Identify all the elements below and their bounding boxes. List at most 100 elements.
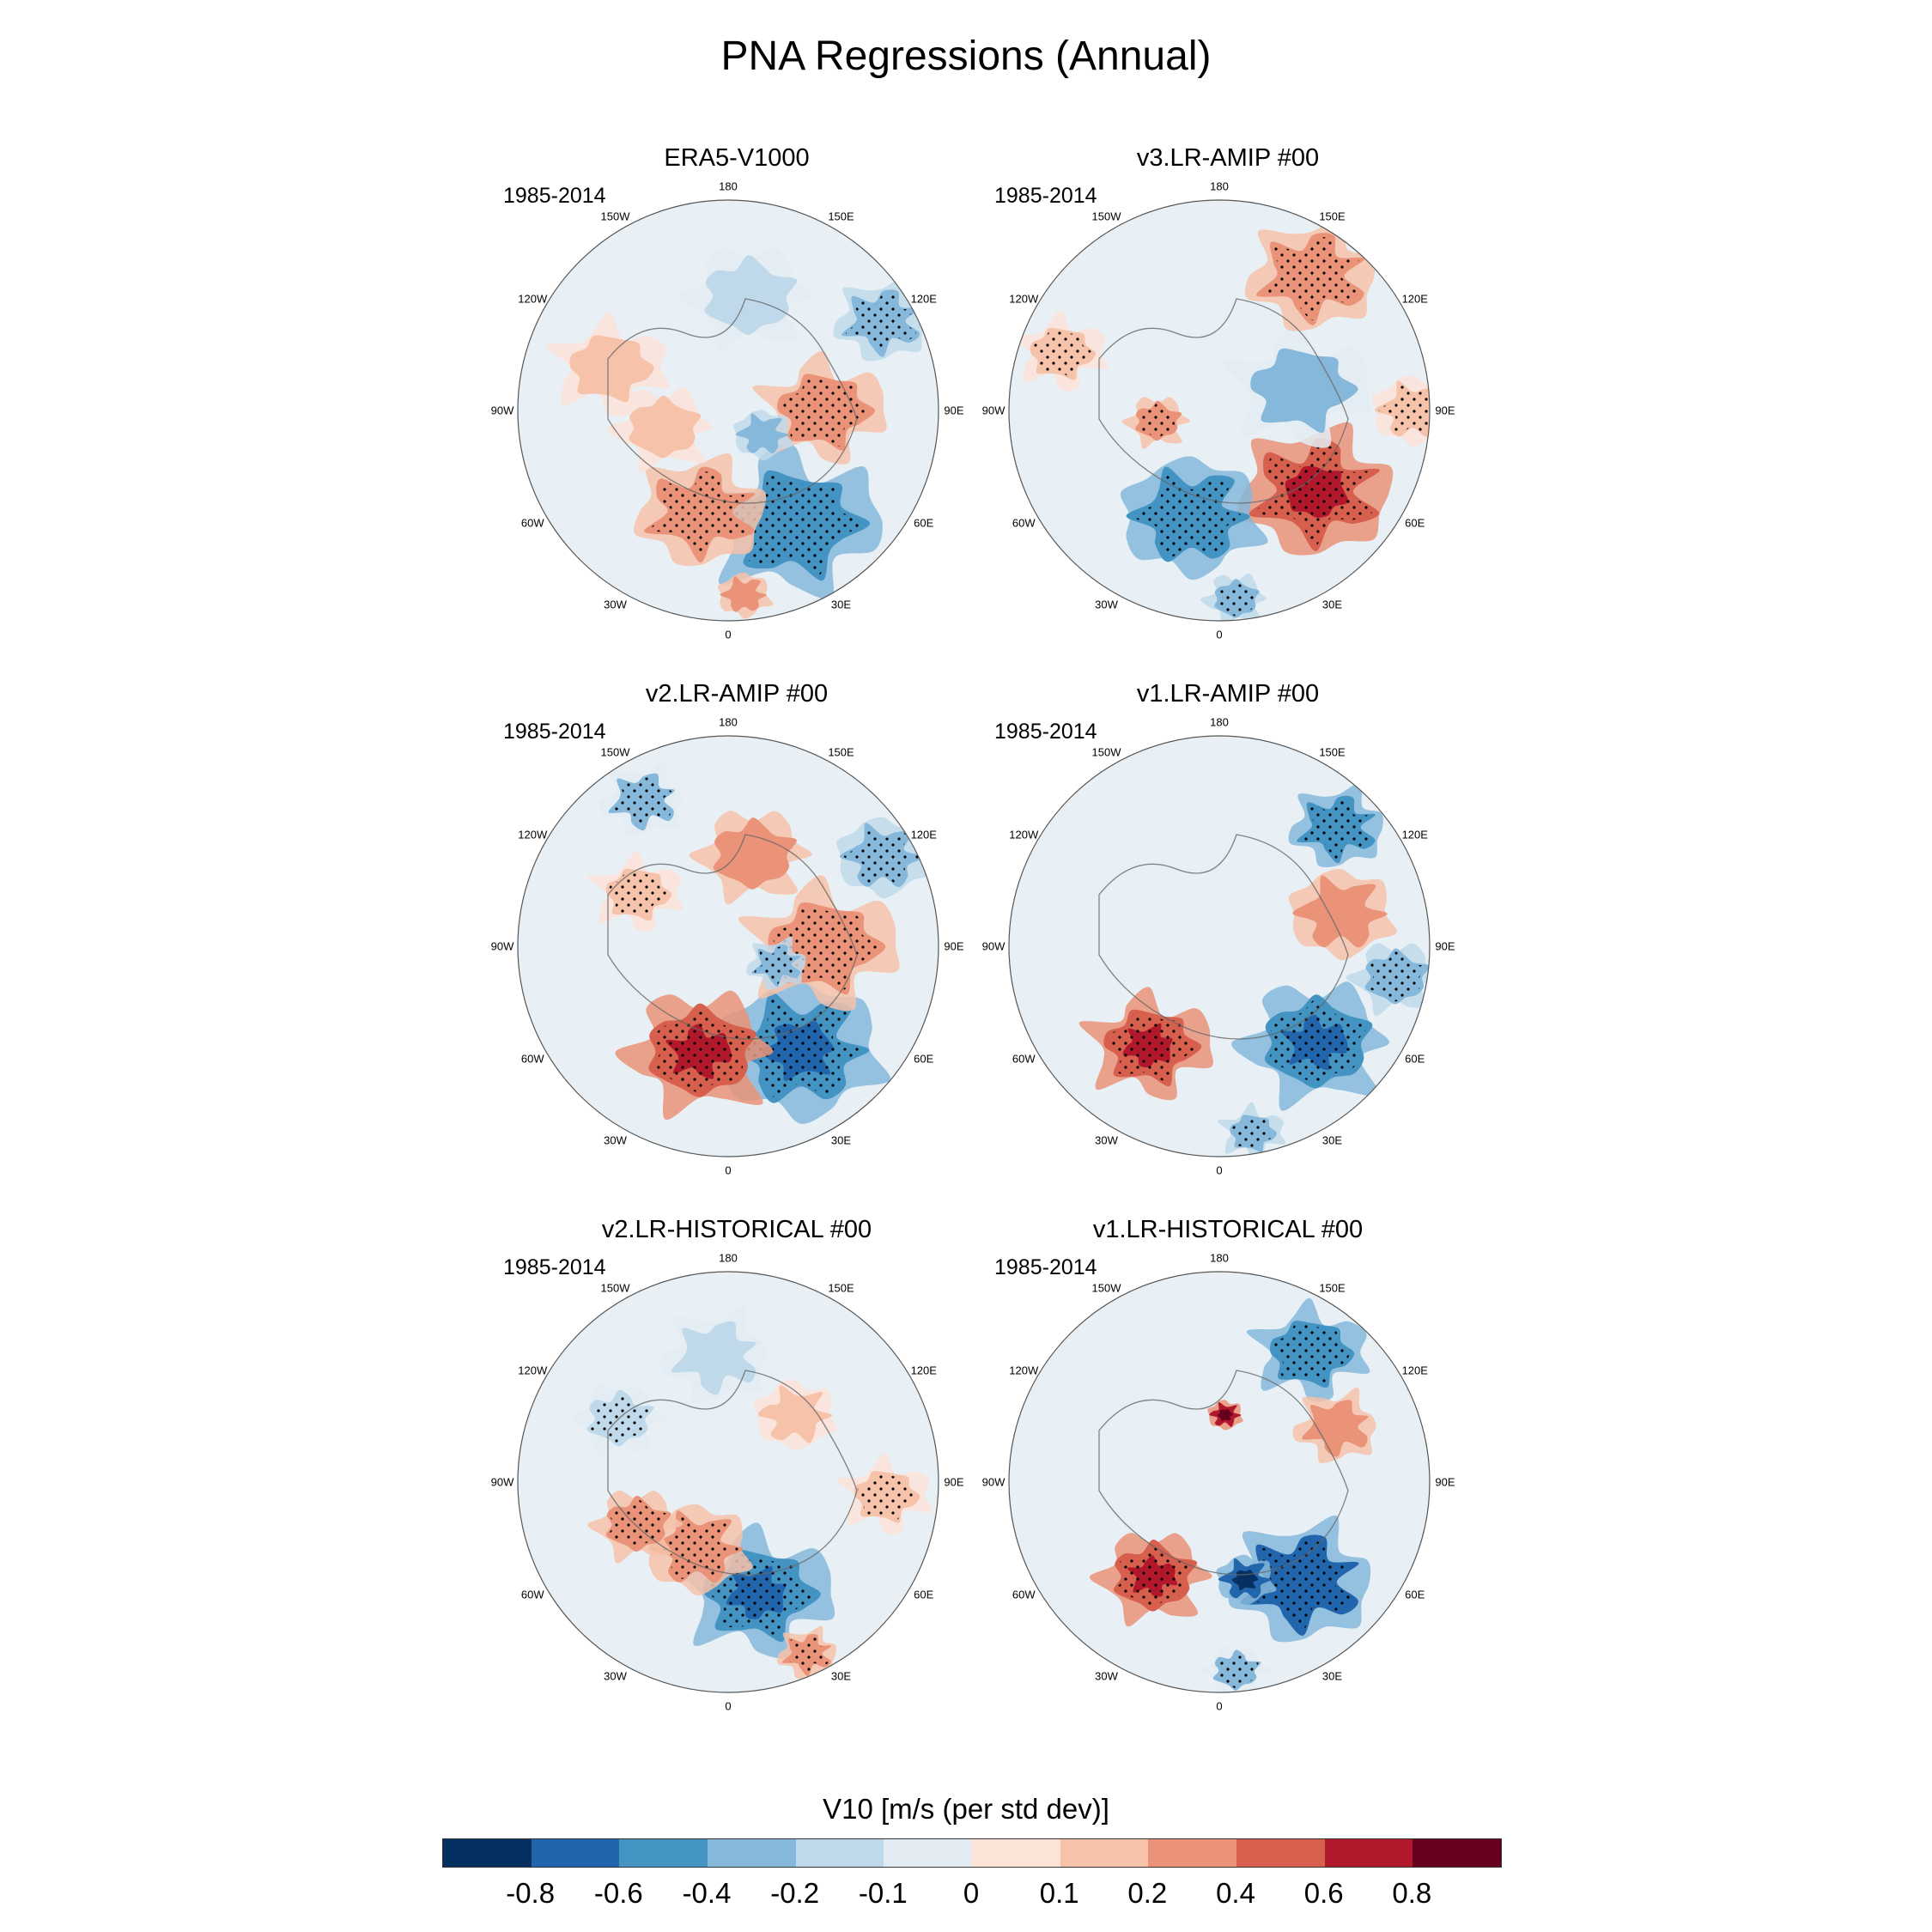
significance-stipple bbox=[1378, 383, 1430, 434]
polar-map bbox=[1008, 1271, 1431, 1693]
significance-stipple bbox=[843, 826, 920, 884]
longitude-label: 30W bbox=[1095, 1133, 1118, 1147]
significance-stipple bbox=[1368, 951, 1427, 1002]
significance-stipple bbox=[708, 1554, 815, 1637]
longitude-label: 180 bbox=[1210, 715, 1229, 729]
longitude-label: 150E bbox=[1319, 1281, 1346, 1295]
significance-stipple bbox=[1117, 1543, 1193, 1608]
longitude-label: 150W bbox=[1091, 210, 1121, 223]
longitude-label: 60W bbox=[520, 516, 544, 529]
anomaly-region bbox=[1250, 348, 1358, 434]
colorbar-tick-label: 0.8 bbox=[1392, 1877, 1432, 1909]
longitude-label: 120E bbox=[910, 292, 937, 305]
longitude-label: 90E bbox=[1435, 1475, 1455, 1489]
polar-map bbox=[517, 1271, 939, 1693]
longitude-label: 150W bbox=[600, 745, 630, 759]
significance-stipple bbox=[1216, 580, 1257, 617]
longitude-label: 0 bbox=[1216, 628, 1223, 641]
panel-period: 1985-2014 bbox=[503, 1255, 606, 1279]
longitude-label: 150W bbox=[1091, 1281, 1121, 1295]
coastline bbox=[607, 298, 858, 504]
longitude-label: 180 bbox=[1210, 179, 1229, 193]
map-background bbox=[518, 1272, 939, 1692]
longitude-label: 60E bbox=[914, 516, 934, 529]
longitude-label: 0 bbox=[1216, 1699, 1223, 1713]
longitude-label: 60W bbox=[520, 1588, 544, 1601]
longitude-label: 150E bbox=[1319, 745, 1346, 759]
significance-stipple bbox=[1133, 471, 1244, 558]
colorbar-tick-label: 0.6 bbox=[1303, 1877, 1344, 1909]
significance-stipple bbox=[1269, 999, 1367, 1084]
coastline bbox=[1098, 1370, 1349, 1576]
longitude-label: 30W bbox=[604, 1133, 627, 1147]
map-border bbox=[1008, 1271, 1431, 1693]
longitude-label: 120E bbox=[1401, 1364, 1428, 1376]
longitude-label: 30E bbox=[830, 598, 852, 611]
map-border bbox=[517, 199, 939, 622]
anomaly-region bbox=[735, 413, 789, 453]
longitude-label: 30E bbox=[1321, 1669, 1343, 1683]
longitude-label: 60W bbox=[1012, 516, 1036, 529]
significance-stipple bbox=[1247, 1539, 1353, 1631]
longitude-label: 60W bbox=[1012, 1052, 1036, 1065]
longitude-label: 90W bbox=[490, 404, 514, 417]
colorbar-tick-label: -0.6 bbox=[593, 1877, 643, 1909]
colorbar-swatch bbox=[619, 1839, 708, 1867]
longitude-label: 150W bbox=[600, 210, 630, 223]
longitude-label: 30E bbox=[830, 1133, 852, 1147]
longitude-label: 180 bbox=[719, 1251, 738, 1265]
colorbar-swatch bbox=[972, 1839, 1060, 1867]
anomaly-region bbox=[704, 255, 798, 336]
map-panel: v2.LR-AMIP #00 1985-2014 180 150E 120E 90E 60E… bbox=[488, 680, 986, 1177]
longitude-label: 60E bbox=[1405, 1052, 1425, 1065]
significance-stipple bbox=[1137, 403, 1180, 439]
coastline bbox=[607, 834, 858, 1040]
longitude-label: 120W bbox=[1009, 828, 1039, 841]
longitude-label: 90E bbox=[944, 939, 964, 953]
colorbar-swatch bbox=[708, 1839, 796, 1867]
significance-stipple bbox=[845, 292, 917, 354]
colorbar-tick-label: -0.1 bbox=[858, 1877, 908, 1909]
significance-stipple bbox=[732, 997, 863, 1098]
longitude-label: 60E bbox=[1405, 1588, 1425, 1601]
polar-map bbox=[1008, 735, 1431, 1157]
panel-period: 1985-2014 bbox=[994, 1255, 1097, 1279]
anomaly-region bbox=[713, 817, 797, 890]
significance-stipple bbox=[653, 1514, 739, 1580]
longitude-label: 90E bbox=[944, 404, 964, 417]
significance-stipple bbox=[754, 946, 799, 985]
longitude-label: 90W bbox=[981, 404, 1005, 417]
longitude-label: 30W bbox=[1095, 1669, 1118, 1683]
longitude-label: 0 bbox=[725, 628, 732, 641]
map-border bbox=[1008, 199, 1431, 622]
colorbar-swatch bbox=[1236, 1839, 1325, 1867]
significance-stipple bbox=[1215, 1651, 1259, 1689]
map-border bbox=[517, 1271, 939, 1693]
anomaly-region bbox=[671, 1321, 756, 1395]
anomaly-region bbox=[629, 395, 702, 459]
significance-stipple bbox=[1033, 330, 1092, 378]
colorbar-title: V10 [m/s (per std dev)] bbox=[823, 1793, 1109, 1825]
significance-stipple bbox=[1273, 1323, 1350, 1385]
colorbar-tick-label: 0.4 bbox=[1216, 1877, 1255, 1909]
polar-map bbox=[517, 735, 939, 1157]
colorbar-swatch bbox=[1148, 1839, 1237, 1867]
colorbar-swatch bbox=[795, 1839, 884, 1867]
longitude-label: 150W bbox=[600, 1281, 630, 1295]
longitude-label: 150E bbox=[828, 1281, 854, 1295]
significance-stipple bbox=[653, 1008, 751, 1093]
colorbar-swatch bbox=[884, 1839, 973, 1867]
map-panel: v1.LR-HISTORICAL #00 1985-2014 180 150E 120E… bbox=[979, 1216, 1477, 1713]
longitude-label: 0 bbox=[725, 1699, 732, 1713]
longitude-label: 120W bbox=[518, 828, 548, 841]
coastline bbox=[1098, 298, 1349, 504]
anomaly-region bbox=[1292, 875, 1388, 948]
colorbar-tick-label: -0.2 bbox=[770, 1877, 820, 1909]
colorbar-tick-label: -0.8 bbox=[506, 1877, 556, 1909]
coastline bbox=[1098, 834, 1349, 1040]
significance-stipple bbox=[1232, 1116, 1275, 1151]
polar-map bbox=[1008, 199, 1431, 622]
colorbar-tick-label: 0.2 bbox=[1127, 1877, 1168, 1909]
colorbar bbox=[442, 1838, 1502, 1868]
longitude-label: 90W bbox=[490, 1475, 514, 1489]
